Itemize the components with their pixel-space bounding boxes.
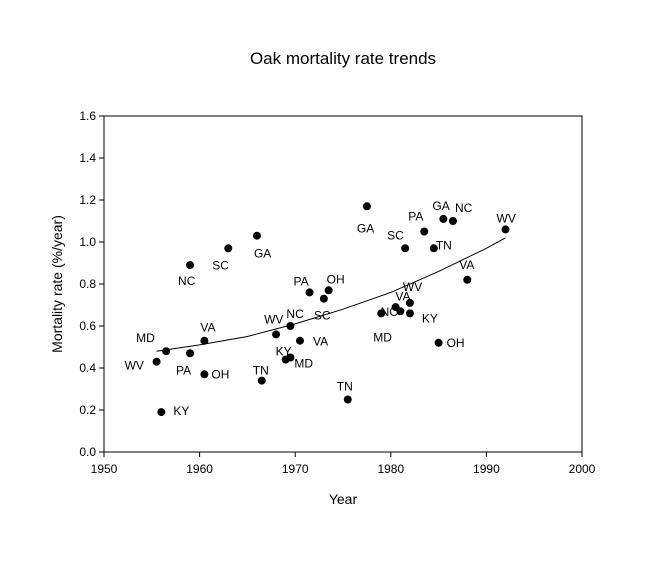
data-point (305, 288, 314, 297)
x-tick-label: 1990 (473, 462, 500, 476)
point-label: GA (254, 247, 271, 261)
data-points (152, 202, 510, 417)
data-point (286, 322, 295, 330)
point-label: TN (337, 380, 353, 394)
data-point (186, 349, 195, 358)
data-point (186, 261, 195, 270)
point-label: KY (422, 311, 438, 325)
point-label: SC (212, 258, 229, 272)
point-label: VA (459, 258, 474, 272)
data-point (319, 294, 328, 303)
trend-line (156, 237, 506, 352)
data-point (377, 309, 386, 318)
y-tick-label: 1.4 (79, 151, 96, 165)
point-label: GA (432, 199, 449, 213)
data-point (162, 347, 171, 356)
data-point (439, 214, 448, 223)
y-tick-label: 1.0 (79, 235, 96, 249)
data-point (295, 336, 304, 345)
point-label: MD (373, 330, 392, 344)
point-label: OH (447, 336, 465, 350)
y-tick-label: 0.0 (79, 445, 96, 459)
y-tick-label: 0.6 (79, 319, 96, 333)
point-label: VA (200, 321, 215, 335)
data-point (200, 336, 209, 345)
point-label: NC (455, 201, 473, 215)
point-label: NC (286, 307, 304, 321)
data-point (434, 338, 443, 347)
data-point (324, 286, 333, 295)
point-label: MD (294, 357, 313, 371)
point-label: OH (211, 367, 229, 381)
point-label: PA (408, 210, 423, 224)
data-point (405, 298, 414, 307)
y-tick-label: 0.8 (79, 277, 96, 291)
data-point (257, 376, 266, 385)
point-label: SC (314, 309, 331, 323)
data-point (463, 275, 472, 284)
point-label: WV (125, 359, 144, 373)
y-tick-label: 1.2 (79, 193, 96, 207)
x-tick-label: 1960 (186, 462, 213, 476)
data-point (343, 395, 352, 404)
point-label: WV (264, 312, 283, 326)
point-label: MD (136, 331, 155, 345)
chart-title: Oak mortality rate trends (250, 49, 436, 68)
x-tick-label: 2000 (569, 462, 596, 476)
x-tick-label: 1980 (377, 462, 404, 476)
data-point (429, 244, 438, 253)
data-point (152, 357, 161, 366)
point-label: PA (176, 363, 191, 377)
data-point (200, 370, 209, 379)
data-point (396, 307, 405, 316)
x-axis: 1950 1960 1970 1980 1990 2000 (91, 452, 596, 476)
data-point (420, 227, 429, 236)
point-label: WV (403, 280, 422, 294)
point-label: PA (294, 274, 309, 288)
y-tick-label: 0.4 (79, 361, 96, 375)
data-point (272, 330, 281, 339)
y-axis-title: Mortality rate (%/year) (49, 215, 65, 353)
y-tick-label: 1.6 (79, 109, 96, 123)
data-point (362, 202, 371, 211)
data-point (448, 217, 457, 225)
y-tick-label: 0.2 (79, 403, 96, 417)
data-point (401, 244, 410, 253)
data-point (224, 244, 233, 253)
point-label: KY (173, 404, 189, 418)
point-label: VA (395, 289, 410, 303)
point-label: OH (327, 272, 345, 286)
point-label: TN (436, 238, 452, 252)
data-point (501, 225, 510, 234)
data-point (286, 353, 295, 362)
x-tick-label: 1970 (282, 462, 309, 476)
point-label: TN (253, 364, 269, 378)
point-label: WV (497, 211, 516, 225)
point-label: NC (381, 305, 399, 319)
point-labels: WVKYMDPANCVAOHSCGATNWVKYMDNCVAPASCOHTNGA… (125, 199, 516, 418)
x-axis-title: Year (329, 491, 358, 507)
point-label: SC (387, 228, 404, 242)
data-point (252, 231, 261, 240)
point-label: VA (313, 335, 328, 349)
x-tick-label: 1950 (91, 462, 118, 476)
data-point (405, 309, 414, 318)
point-label: GA (357, 221, 374, 235)
data-point (157, 408, 166, 417)
y-axis: 0.0 0.2 0.4 0.6 0.8 1.0 1.2 1.4 1.6 (79, 109, 104, 459)
point-label: KY (276, 345, 292, 359)
point-label: NC (178, 274, 196, 288)
